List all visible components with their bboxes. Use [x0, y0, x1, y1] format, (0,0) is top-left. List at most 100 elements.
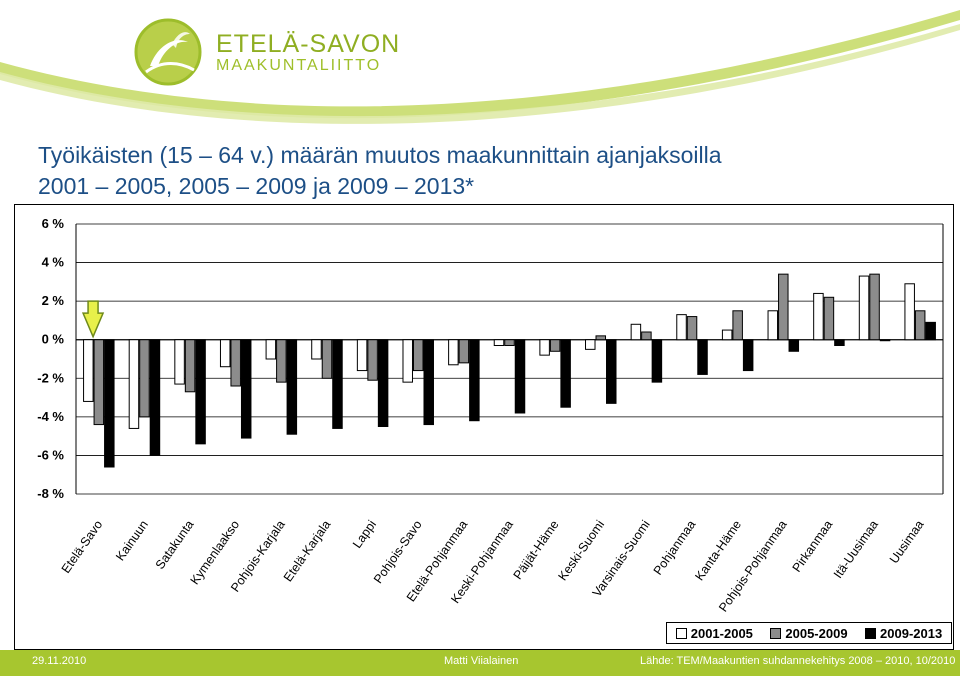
x-tick-label: Päijät-Häme	[511, 518, 562, 582]
bar	[879, 339, 891, 342]
bar	[423, 339, 434, 426]
bar	[560, 339, 571, 408]
bar	[265, 339, 277, 360]
bar	[732, 310, 743, 341]
y-tick-label: 4 %	[42, 255, 65, 270]
bar	[641, 331, 652, 341]
bar	[676, 314, 687, 341]
footer-author: Matti Viialainen	[444, 655, 519, 667]
x-tick-label: Pohjois-Savo	[371, 518, 425, 586]
x-tick-label: Pirkanmaa	[790, 518, 836, 575]
bar	[458, 339, 470, 364]
bar	[778, 273, 789, 341]
y-tick-label: -2 %	[37, 370, 64, 385]
logo-text-line2: MAAKUNTALIITTO	[216, 57, 382, 74]
bar	[402, 339, 413, 383]
etela-savon-maakuntaliitto-logo: ETELÄ-SAVON MAAKUNTALIITTO	[128, 14, 401, 94]
bar	[493, 339, 505, 346]
bar	[219, 339, 231, 368]
bar	[651, 339, 663, 383]
legend-swatch-white	[675, 627, 687, 639]
x-tick-label: Kainuun	[113, 518, 151, 564]
footer-bar: 29.11.2010 Matti Viialainen Lähde: TEM/M…	[0, 650, 960, 676]
bar	[788, 339, 800, 352]
bar-chart: 6 %4 %2 %0 %-2 %-4 %-6 %-8 %Etelä-Savo Ka…	[37, 216, 944, 615]
x-tick-label: Uusimaa	[887, 518, 927, 566]
y-tick-label: -4 %	[37, 409, 64, 424]
bar	[276, 339, 287, 383]
x-tick-label: Kanta-Häme	[692, 518, 744, 584]
bar	[721, 329, 733, 341]
bar	[149, 339, 161, 456]
bar	[549, 339, 561, 352]
bar	[448, 339, 459, 366]
bar	[697, 339, 708, 375]
bar	[904, 283, 915, 341]
bar	[539, 339, 550, 356]
bar	[585, 339, 596, 350]
bar	[286, 339, 298, 435]
logo-emblem-icon	[134, 18, 202, 86]
x-tick-label: Pohjanmaa	[651, 518, 699, 578]
bar	[367, 339, 378, 381]
y-tick-label: 2 %	[42, 293, 65, 308]
x-tick-label: Keski-Suomi	[556, 518, 608, 584]
legend-label: 2005-2009	[785, 625, 848, 641]
bar	[914, 310, 926, 341]
footer-source: Lähde: TEM/Maakuntien suhdannekehitys 20…	[640, 655, 956, 667]
bar	[195, 339, 206, 445]
bar	[184, 339, 196, 393]
bar	[412, 339, 424, 372]
bar	[104, 339, 115, 468]
bar	[514, 339, 526, 414]
title-line-1: Työikäisten (15 – 64 v.) määrän muutos m…	[38, 142, 722, 168]
x-tick-label: Lappi	[350, 518, 379, 551]
bar	[377, 339, 389, 427]
x-tick-label: Etelä-Karjala	[281, 518, 334, 585]
bar	[858, 275, 870, 341]
bar	[356, 339, 368, 372]
legend-label: 2009-2013	[880, 625, 943, 641]
legend-swatch-black	[865, 627, 877, 639]
legend-item-2005-2009: 2005-2009	[770, 625, 848, 641]
x-tick-label: Etelä-Savo	[59, 518, 106, 576]
chart-frame: 6 % 4 % 2 % 0 % -2 % -4 % -6 % -8 % Etelä-Savo Ka…	[14, 204, 954, 650]
bar	[128, 339, 140, 429]
bar	[767, 310, 779, 341]
legend-swatch-gray	[770, 627, 782, 639]
legend-item-2009-2013: 2009-2013	[865, 626, 942, 641]
bar	[606, 339, 617, 404]
bar	[595, 335, 607, 341]
y-tick-label: 0 %	[42, 332, 65, 347]
bar	[504, 339, 515, 346]
x-tick-label: Itä-Uusimaa	[831, 518, 881, 581]
bar	[834, 339, 845, 346]
page-title: Työikäisten (15 – 64 v.) määrän muutos m…	[38, 140, 938, 202]
title-line-2: 2001 – 2005, 2005 – 2009 ja 2009 – 2013*	[38, 173, 475, 199]
legend-item-2001-2005: 2001-2005	[675, 625, 753, 641]
highlight-arrow-icon	[81, 300, 105, 339]
footer-date: 29.11.2010	[32, 655, 87, 667]
y-tick-label: 6 %	[42, 216, 65, 231]
y-tick-label: -8 %	[37, 486, 64, 501]
y-tick-label: -6 %	[37, 447, 64, 462]
bar	[869, 273, 880, 341]
bar	[742, 339, 754, 372]
bar	[93, 339, 105, 426]
x-tick-label: Satakunta	[153, 518, 197, 572]
bar	[686, 316, 698, 341]
bar	[332, 339, 343, 429]
bar	[823, 296, 835, 341]
bar	[311, 339, 322, 360]
chart-legend: 2001-2005 2005-2009 2009-2013	[666, 622, 952, 644]
bar	[174, 339, 185, 385]
logo-text-line1: ETELÄ-SAVON	[216, 30, 401, 58]
bar	[240, 339, 252, 439]
bar	[630, 323, 642, 341]
bar	[469, 339, 480, 422]
bar	[813, 292, 824, 341]
bar	[230, 339, 241, 387]
bar	[83, 339, 94, 402]
legend-label: 2001-2005	[690, 625, 753, 641]
